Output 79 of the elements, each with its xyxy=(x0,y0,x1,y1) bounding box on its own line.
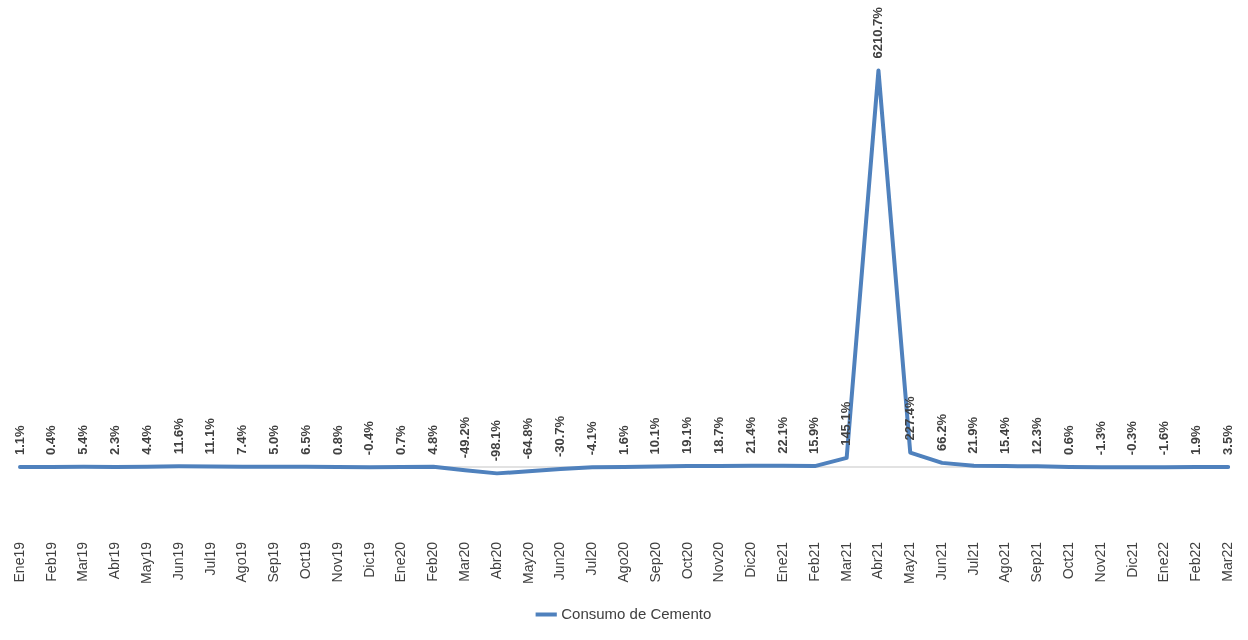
x-tick-label: Mar20 xyxy=(455,541,472,582)
data-label: -1.6% xyxy=(1156,420,1172,456)
data-label: 21.9% xyxy=(965,416,981,454)
data-label: 12.3% xyxy=(1029,417,1045,455)
data-label: 1.6% xyxy=(615,424,631,455)
x-tick-label: Oct20 xyxy=(678,541,695,580)
data-label: -4.1% xyxy=(583,420,599,456)
x-tick-label: Ago21 xyxy=(996,541,1013,583)
data-label: 0.4% xyxy=(43,425,59,456)
x-tick-label: Feb22 xyxy=(1187,541,1204,582)
data-label: -49.2% xyxy=(456,416,472,459)
data-label: 11.6% xyxy=(170,417,186,455)
data-label: -0.3% xyxy=(1124,420,1140,456)
x-tick-label: Ene19 xyxy=(10,541,27,583)
data-label: 145.1% xyxy=(838,401,854,446)
data-label: 0.6% xyxy=(1060,425,1076,456)
data-label: -0.4% xyxy=(361,420,377,456)
data-label: 5.0% xyxy=(265,424,281,455)
data-label: 66.2% xyxy=(933,413,949,451)
x-tick-label: Sep20 xyxy=(646,541,663,583)
data-label: 1.9% xyxy=(1187,424,1203,455)
data-label: -98.1% xyxy=(488,419,504,462)
data-label: 7.4% xyxy=(234,424,250,455)
data-label: 21.4% xyxy=(742,416,758,454)
x-tick-label: Oct21 xyxy=(1060,541,1077,580)
data-label: 4.8% xyxy=(424,424,440,455)
data-label: 6210.7% xyxy=(870,6,886,59)
data-label: 0.8% xyxy=(329,424,345,456)
data-label: 2.3% xyxy=(106,424,122,455)
x-tick-label: Ene22 xyxy=(1155,541,1172,583)
x-tick-label: Jun20 xyxy=(551,541,568,581)
x-tick-label: Sep21 xyxy=(1028,541,1045,583)
x-tick-label: Feb20 xyxy=(424,541,441,582)
legend-label: Consumo de Cemento xyxy=(561,604,712,622)
x-tick-label: Abr19 xyxy=(106,541,123,580)
x-tick-label: Ago19 xyxy=(233,541,250,583)
data-label: 22.1% xyxy=(774,416,790,454)
x-tick-label: Nov19 xyxy=(328,541,345,583)
x-tick-label: Oct19 xyxy=(297,541,314,580)
data-label: -1.3% xyxy=(1092,420,1108,456)
x-tick-label: Sep19 xyxy=(265,541,282,583)
x-tick-label: Ene21 xyxy=(773,541,790,583)
x-tick-label: Jul21 xyxy=(964,541,981,576)
data-label: 10.1% xyxy=(647,417,663,455)
x-tick-label: Dic20 xyxy=(742,541,759,578)
x-tick-label: Nov21 xyxy=(1091,541,1108,583)
data-label: -64.8% xyxy=(520,417,536,460)
x-tick-label: Jun19 xyxy=(169,541,186,581)
data-label: 4.4% xyxy=(138,424,154,455)
x-tick-label: Dic19 xyxy=(360,541,377,578)
x-tick-label: May21 xyxy=(901,541,918,585)
data-label: 5.4% xyxy=(75,424,91,455)
data-label: 15.4% xyxy=(997,416,1013,455)
data-label: 1.1% xyxy=(11,424,27,456)
x-tick-label: Abr20 xyxy=(487,541,504,580)
x-tick-label: Jul19 xyxy=(201,541,218,576)
data-label: 227.4% xyxy=(901,396,917,441)
data-label: 11.1% xyxy=(202,417,218,455)
data-label: 19.1% xyxy=(679,416,695,454)
x-tick-label: Jun21 xyxy=(932,541,949,581)
x-tick-label: Nov20 xyxy=(710,541,727,583)
x-tick-label: Mar22 xyxy=(1219,541,1236,582)
x-tick-label: Ago20 xyxy=(614,541,631,583)
data-label: 0.7% xyxy=(393,424,409,456)
x-tick-label: Jul20 xyxy=(583,541,600,576)
x-tick-label: Feb21 xyxy=(805,541,822,582)
data-label: 3.5% xyxy=(1219,424,1235,455)
x-tick-label: Abr21 xyxy=(869,541,886,580)
x-tick-label: Dic21 xyxy=(1123,541,1140,578)
data-label: 15.9% xyxy=(806,416,822,455)
x-tick-label: Mar19 xyxy=(74,541,91,582)
data-label: -30.7% xyxy=(552,415,568,458)
data-label: 18.7% xyxy=(711,416,727,454)
x-tick-label: Ene20 xyxy=(392,541,409,583)
x-tick-label: May19 xyxy=(138,541,155,585)
x-tick-label: Mar21 xyxy=(837,541,854,582)
x-tick-label: May20 xyxy=(519,541,536,585)
data-label: 6.5% xyxy=(297,424,313,455)
x-tick-label: Feb19 xyxy=(42,541,59,582)
